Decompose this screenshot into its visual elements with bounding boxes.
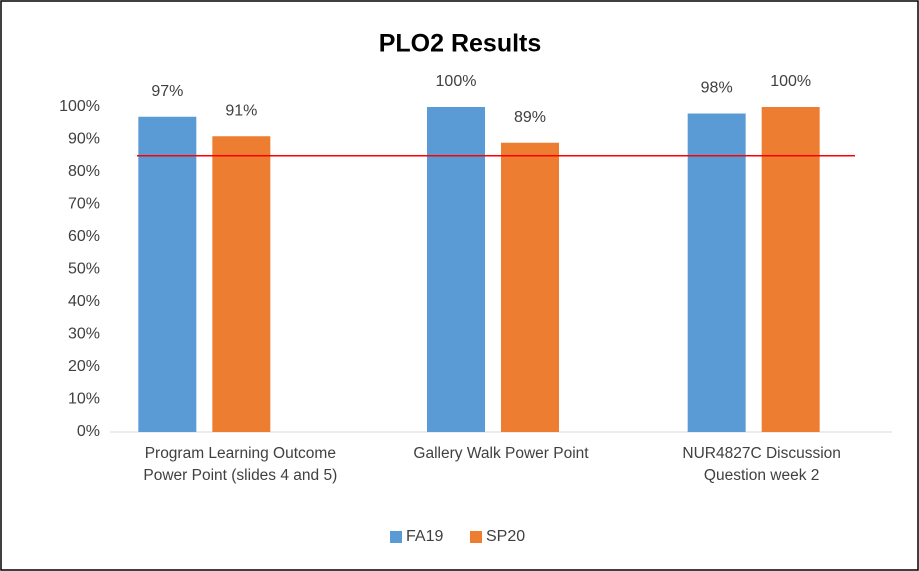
bar [687,113,746,432]
y-tick-label: 80% [68,163,100,180]
value-label: 100% [436,73,477,90]
bar [138,116,197,432]
bar [212,136,271,432]
x-tick-label: Gallery Walk Power Point [413,445,589,462]
x-tick-label: Program Learning Outcome Power Point (sl… [143,445,338,484]
legend-swatch [470,531,482,543]
y-tick-label: 20% [68,358,100,375]
y-tick-label: 90% [68,131,100,148]
x-tick-label: NUR4827C Discussion Question week 2 [682,445,841,484]
value-label: 91% [225,102,257,119]
y-tick-label: 100% [59,98,100,115]
value-label: 89% [514,109,546,126]
legend-label: SP20 [486,528,525,545]
value-label: 97% [151,83,183,100]
y-tick-label: 0% [77,423,100,440]
value-label: 100% [770,73,811,90]
y-tick-label: 70% [68,196,100,213]
bar [761,107,820,432]
y-tick-label: 30% [68,326,100,343]
chart-title: PLO2 Results [379,30,542,58]
value-label: 98% [701,80,733,97]
y-tick-label: 50% [68,261,100,278]
y-tick-label: 60% [68,228,100,245]
y-tick-label: 40% [68,293,100,310]
y-tick-label: 10% [68,391,100,408]
bar [501,142,559,432]
legend-swatch [390,531,402,543]
legend-label: FA19 [406,528,443,545]
bar [427,107,485,432]
